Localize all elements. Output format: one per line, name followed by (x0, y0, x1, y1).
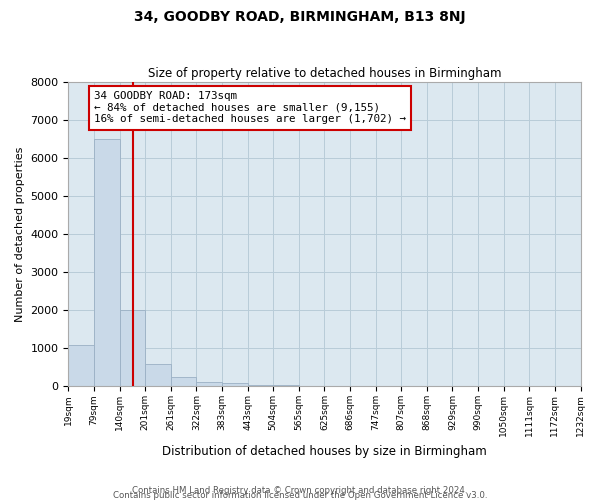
Y-axis label: Number of detached properties: Number of detached properties (15, 146, 25, 322)
Bar (68, 344, 94, 387)
Text: Contains HM Land Registry data © Crown copyright and database right 2024.: Contains HM Land Registry data © Crown c… (132, 486, 468, 495)
Bar (222, 384, 248, 386)
Text: 34, GOODBY ROAD, BIRMINGHAM, B13 8NJ: 34, GOODBY ROAD, BIRMINGHAM, B13 8NJ (134, 10, 466, 24)
Text: Contains public sector information licensed under the Open Government Licence v3: Contains public sector information licen… (113, 490, 487, 500)
Bar (119, 310, 145, 386)
Bar (248, 384, 273, 386)
Bar (94, 139, 119, 386)
Title: Size of property relative to detached houses in Birmingham: Size of property relative to detached ho… (148, 66, 501, 80)
X-axis label: Distribution of detached houses by size in Birmingham: Distribution of detached houses by size … (162, 444, 487, 458)
Bar (145, 364, 171, 386)
Bar (171, 377, 196, 386)
Text: 34 GOODBY ROAD: 173sqm
← 84% of detached houses are smaller (9,155)
16% of semi-: 34 GOODBY ROAD: 173sqm ← 84% of detached… (94, 91, 406, 124)
Bar (196, 382, 222, 386)
